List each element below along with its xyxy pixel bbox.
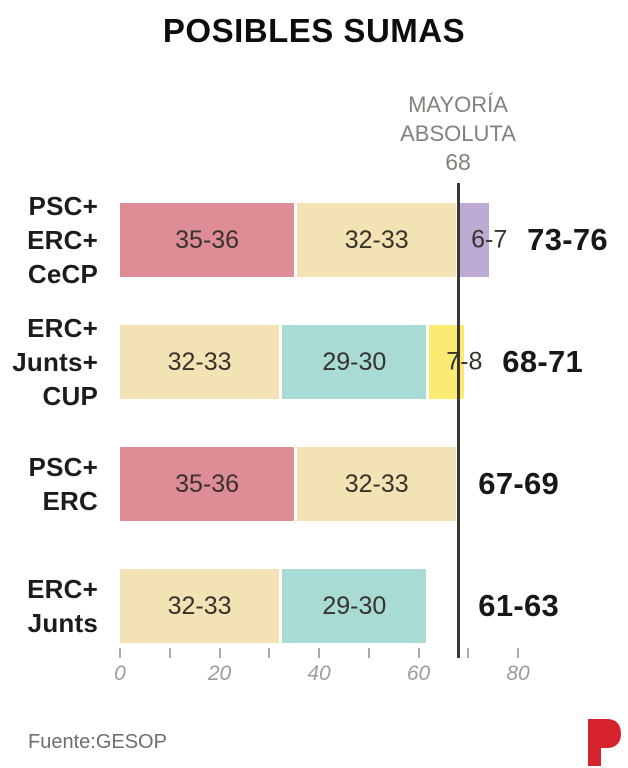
coalition-label-line: PSC+: [28, 191, 98, 221]
axis-tick: [318, 648, 320, 658]
segment-value-label: 32-33: [344, 469, 409, 498]
axis-tick-label: 40: [307, 662, 331, 685]
coalition-label-line: CeCP: [27, 259, 98, 289]
total-seats-label: 61-63: [478, 588, 560, 623]
coalition-label: PSC+ ERC+ CeCP: [0, 191, 98, 289]
source-caption: Fuente:GESOP: [28, 731, 167, 753]
total-seats-label: 67-69: [478, 466, 560, 501]
chart-title: POSIBLES SUMAS: [162, 12, 466, 49]
coalition-label-line: ERC+: [27, 225, 98, 255]
total-seats-label: 68-71: [502, 344, 584, 379]
coalition-label-line: PSC+: [28, 452, 98, 482]
axis-tick: [467, 648, 470, 658]
majority-value: 68: [445, 149, 471, 175]
segment-value-label: 29-30: [322, 347, 387, 376]
bar-segment-erc: 32-33: [297, 447, 457, 521]
logo-p-shape: [588, 719, 621, 766]
coalition-label: ERC+ Junts+ CUP: [0, 313, 98, 411]
axis-tick: [517, 648, 519, 658]
bar-segment-erc: 32-33: [120, 569, 280, 643]
majority-absolute-line: [456, 183, 460, 658]
publisher-logo-p: [588, 719, 621, 766]
total-seats-label: 73-76: [527, 222, 608, 257]
coalition-label-line: Junts+: [12, 347, 98, 377]
bar-segment-junts: 29-30: [282, 325, 427, 399]
segment-value-label: 32-33: [167, 591, 232, 620]
coalition-label: ERC+ Junts: [0, 569, 98, 643]
axis-tick-label: 60: [406, 662, 431, 685]
coalition-label-line: ERC+: [27, 313, 98, 343]
segment-value-label: 32-33: [167, 347, 232, 376]
bar-segment-erc: 32-33: [120, 325, 280, 399]
bar-segment-psc: 35-36: [120, 203, 295, 277]
coalition-label-line: ERC+: [27, 574, 98, 604]
coalition-label-line: Junts: [27, 608, 98, 638]
bar-segment-junts: 29-30: [282, 569, 427, 643]
coalition-label: PSC+ ERC: [0, 447, 98, 521]
segment-value-label: 35-36: [175, 225, 240, 254]
segment-value-label: 7-8: [446, 347, 483, 376]
axis-tick-label: 80: [506, 662, 530, 685]
axis-tick: [367, 648, 370, 658]
majority-label: MAYORÍA ABSOLUTA: [400, 92, 516, 146]
axis-tick-label: 0: [114, 662, 126, 685]
axis-tick: [218, 648, 221, 658]
bar-segment-cecp: [459, 203, 490, 277]
axis-tick: [119, 648, 121, 658]
coalition-label-line: CUP: [42, 381, 98, 411]
axis-tick-label: 20: [207, 662, 232, 685]
segment-value-label: 32-33: [344, 225, 409, 254]
segment-value-label: 29-30: [322, 591, 387, 620]
axis-tick: [268, 648, 271, 658]
segment-value-label: 6-7: [471, 225, 508, 254]
segment-value-label: 35-36: [175, 469, 240, 498]
axis-tick: [417, 648, 420, 658]
bar-segment-psc: 35-36: [120, 447, 295, 521]
majority-annotation: MAYORÍA ABSOLUTA 68: [383, 90, 533, 176]
bar-segment-erc: 32-33: [297, 203, 457, 277]
axis-tick: [168, 648, 171, 658]
coalition-label-line: ERC: [42, 486, 98, 516]
